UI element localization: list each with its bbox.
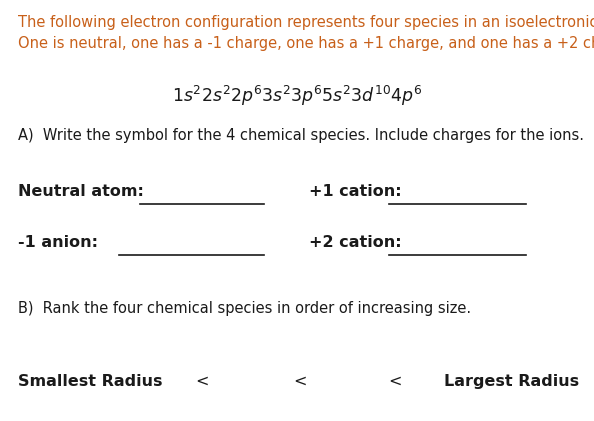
Text: +2 cation:: +2 cation:: [309, 234, 402, 250]
Text: The following electron configuration represents four species in an isoelectronic: The following electron configuration rep…: [18, 15, 594, 30]
Text: Smallest Radius: Smallest Radius: [18, 373, 162, 389]
Text: One is neutral, one has a -1 charge, one has a +1 charge, and one has a +2 charg: One is neutral, one has a -1 charge, one…: [18, 36, 594, 51]
Text: +1 cation:: +1 cation:: [309, 184, 402, 199]
Text: <: <: [293, 373, 307, 389]
Text: B)  Rank the four chemical species in order of increasing size.: B) Rank the four chemical species in ord…: [18, 301, 471, 316]
Text: Largest Radius: Largest Radius: [444, 373, 579, 389]
Text: $1s^22s^22p^63s^23p^65s^23d^{10}4p^6$: $1s^22s^22p^63s^23p^65s^23d^{10}4p^6$: [172, 84, 422, 108]
Text: A)  Write the symbol for the 4 chemical species. Include charges for the ions.: A) Write the symbol for the 4 chemical s…: [18, 128, 584, 144]
Text: <: <: [388, 373, 402, 389]
Text: Neutral atom:: Neutral atom:: [18, 184, 144, 199]
Text: -1 anion:: -1 anion:: [18, 234, 98, 250]
Text: <: <: [195, 373, 208, 389]
